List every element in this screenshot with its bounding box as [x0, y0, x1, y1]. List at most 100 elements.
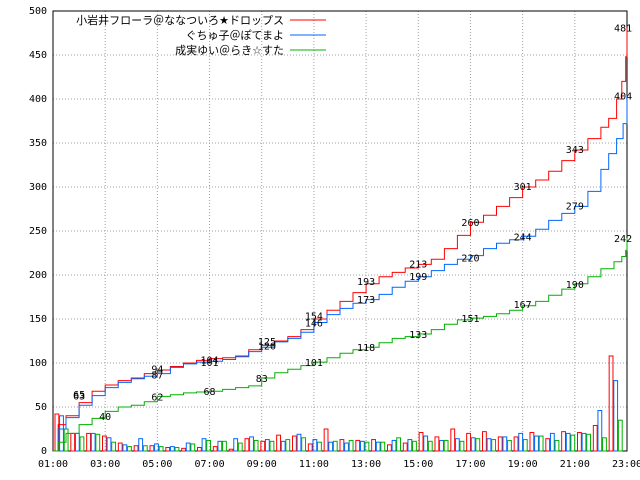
data-label: 190	[566, 280, 584, 291]
bar	[249, 436, 254, 452]
bar	[237, 442, 243, 452]
data-label: 199	[409, 272, 427, 283]
bar	[70, 432, 76, 452]
bar	[570, 434, 576, 452]
y-tick-label: 200	[29, 270, 47, 281]
bar	[412, 440, 417, 452]
bar	[396, 437, 402, 452]
bar	[185, 442, 191, 452]
bar	[577, 432, 582, 452]
y-tick-label: 350	[29, 138, 47, 149]
bar	[466, 432, 471, 452]
bar	[586, 433, 592, 452]
x-tick-label: 19:00	[508, 459, 538, 470]
bar	[307, 443, 313, 452]
bar	[111, 441, 117, 452]
data-label: 343	[566, 145, 584, 156]
bar	[613, 380, 619, 452]
bar	[217, 440, 223, 452]
data-label: 193	[357, 277, 375, 288]
bar	[387, 444, 392, 452]
bar	[470, 437, 476, 452]
bar	[317, 441, 322, 452]
bar	[253, 439, 259, 452]
bar	[122, 444, 128, 452]
bar	[301, 437, 307, 452]
bar	[174, 446, 180, 452]
bar	[418, 432, 424, 452]
data-label: 260	[461, 218, 479, 229]
bar	[344, 442, 349, 452]
bar	[276, 434, 281, 452]
bar	[127, 446, 132, 452]
bar	[475, 438, 481, 452]
data-label: 301	[514, 182, 532, 193]
bar	[355, 439, 361, 452]
data-label: 65	[73, 390, 85, 401]
data-label: 133	[409, 330, 427, 341]
bar	[554, 439, 560, 452]
x-tick-label: 07:00	[194, 459, 224, 470]
bar	[602, 437, 607, 452]
y-tick-label: 100	[29, 358, 47, 369]
bar	[106, 437, 112, 452]
y-tick-label: 300	[29, 182, 47, 193]
bar	[364, 441, 370, 452]
bar	[74, 432, 80, 452]
bar	[407, 439, 413, 452]
bar	[280, 440, 286, 452]
bar	[212, 446, 218, 452]
y-tick-label: 500	[29, 6, 47, 17]
bar	[264, 439, 270, 452]
bar	[502, 436, 508, 452]
y-tick-label: 400	[29, 94, 47, 105]
data-label: 404	[614, 91, 632, 102]
x-tick-label: 09:00	[247, 459, 277, 470]
bar	[450, 428, 456, 452]
bar	[549, 432, 555, 452]
bar	[507, 439, 512, 452]
bar	[197, 446, 202, 452]
bar	[538, 435, 544, 452]
bar	[482, 431, 487, 452]
data-label: 220	[461, 253, 479, 264]
x-tick-label: 15:00	[403, 459, 433, 470]
series-line	[53, 95, 628, 452]
bar	[260, 440, 266, 452]
bar	[201, 438, 207, 452]
bar	[359, 440, 365, 452]
bar	[228, 448, 234, 452]
data-label: 244	[514, 232, 532, 243]
bar	[522, 439, 528, 452]
y-tick-label: 0	[41, 446, 47, 457]
x-tick-label: 13:00	[351, 459, 381, 470]
plot-frame	[52, 10, 628, 452]
series-line	[53, 238, 628, 452]
data-label: 118	[357, 343, 375, 354]
bar	[497, 436, 503, 452]
bar	[149, 445, 155, 452]
bar	[491, 439, 497, 452]
bar	[244, 438, 250, 452]
series-line	[53, 27, 628, 452]
bar	[142, 445, 148, 452]
data-label: 83	[256, 374, 268, 385]
bar	[206, 439, 212, 452]
bar	[375, 441, 381, 452]
data-label: 146	[305, 319, 323, 330]
bar	[181, 447, 186, 452]
x-tick-label: 01:00	[38, 459, 68, 470]
bar	[592, 424, 598, 452]
bar	[443, 439, 449, 452]
bar	[269, 440, 275, 452]
data-label: 120	[258, 341, 276, 352]
data-label: 279	[566, 201, 584, 212]
bar	[233, 438, 239, 452]
data-label: 125	[258, 337, 276, 348]
bar	[454, 438, 460, 452]
bar	[165, 446, 171, 452]
data-label: 101	[305, 358, 323, 369]
bar	[427, 440, 433, 452]
bar	[529, 432, 535, 452]
